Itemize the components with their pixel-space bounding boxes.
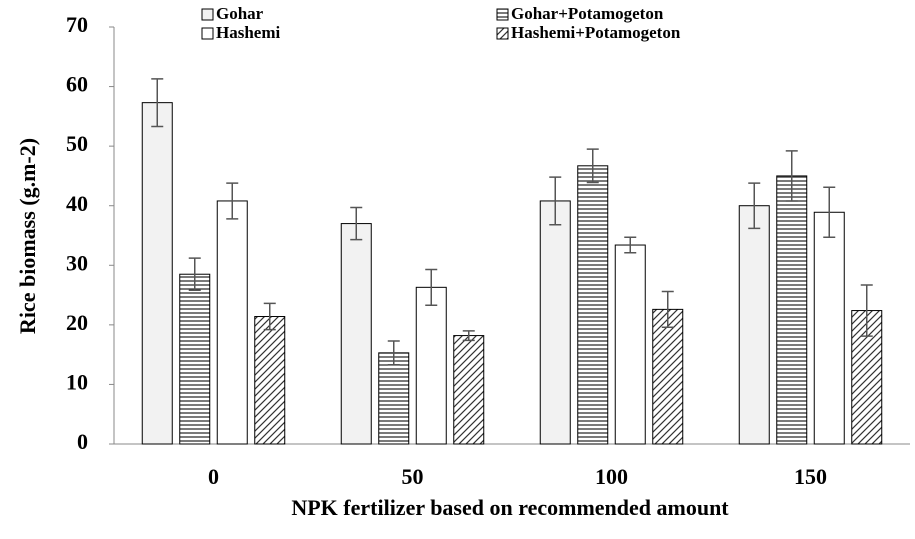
error-bar xyxy=(748,182,761,230)
legend-label: Hashemi+Potamogeton xyxy=(511,23,681,42)
x-tick-label: 100 xyxy=(595,464,628,489)
error-bar xyxy=(823,186,836,239)
bar xyxy=(340,223,372,445)
error-bar xyxy=(860,284,873,337)
y-tick-label: 70 xyxy=(66,12,88,37)
bar xyxy=(216,200,248,445)
bar xyxy=(453,335,485,445)
y-tick-label: 30 xyxy=(66,250,88,275)
bar xyxy=(776,175,808,445)
x-tick-label: 50 xyxy=(402,464,424,489)
y-tick-label: 0 xyxy=(77,429,88,454)
y-tick-label: 10 xyxy=(66,369,88,394)
error-bar xyxy=(425,268,438,306)
error-bar xyxy=(263,302,276,331)
legend-swatch xyxy=(496,27,509,40)
bar xyxy=(254,316,286,445)
bar xyxy=(179,273,211,445)
bar xyxy=(378,352,410,445)
bar xyxy=(577,165,609,445)
error-bar xyxy=(586,148,599,184)
legend-swatch xyxy=(201,8,214,21)
y-axis-title: Rice biomass (g.m-2) xyxy=(15,138,40,334)
error-bar xyxy=(387,340,400,366)
x-tick-label: 150 xyxy=(794,464,827,489)
error-bar xyxy=(549,176,562,226)
y-tick-label: 40 xyxy=(66,191,88,216)
legend-label: Gohar xyxy=(216,4,264,23)
bar xyxy=(415,286,447,445)
error-bar xyxy=(624,236,637,254)
bar xyxy=(738,205,770,445)
bar xyxy=(652,308,684,445)
error-bar xyxy=(151,78,164,128)
bar xyxy=(614,244,646,445)
legend-swatch xyxy=(201,27,214,40)
legend-label: Hashemi xyxy=(216,23,281,42)
y-tick-label: 60 xyxy=(66,72,88,97)
legend-label: Gohar+Potamogeton xyxy=(511,4,664,23)
error-bar xyxy=(188,257,201,292)
y-tick-label: 50 xyxy=(66,131,88,156)
error-bar xyxy=(661,290,674,328)
bar xyxy=(813,211,845,445)
bar xyxy=(141,102,173,445)
error-bar xyxy=(785,150,798,202)
x-axis-title: NPK fertilizer based on recommended amou… xyxy=(291,495,729,520)
error-bar xyxy=(462,330,475,342)
error-bar xyxy=(350,206,363,241)
y-tick-label: 20 xyxy=(66,310,88,335)
error-bar xyxy=(226,182,239,220)
bar xyxy=(539,200,571,445)
x-tick-label: 0 xyxy=(208,464,219,489)
legend-swatch xyxy=(496,8,509,21)
